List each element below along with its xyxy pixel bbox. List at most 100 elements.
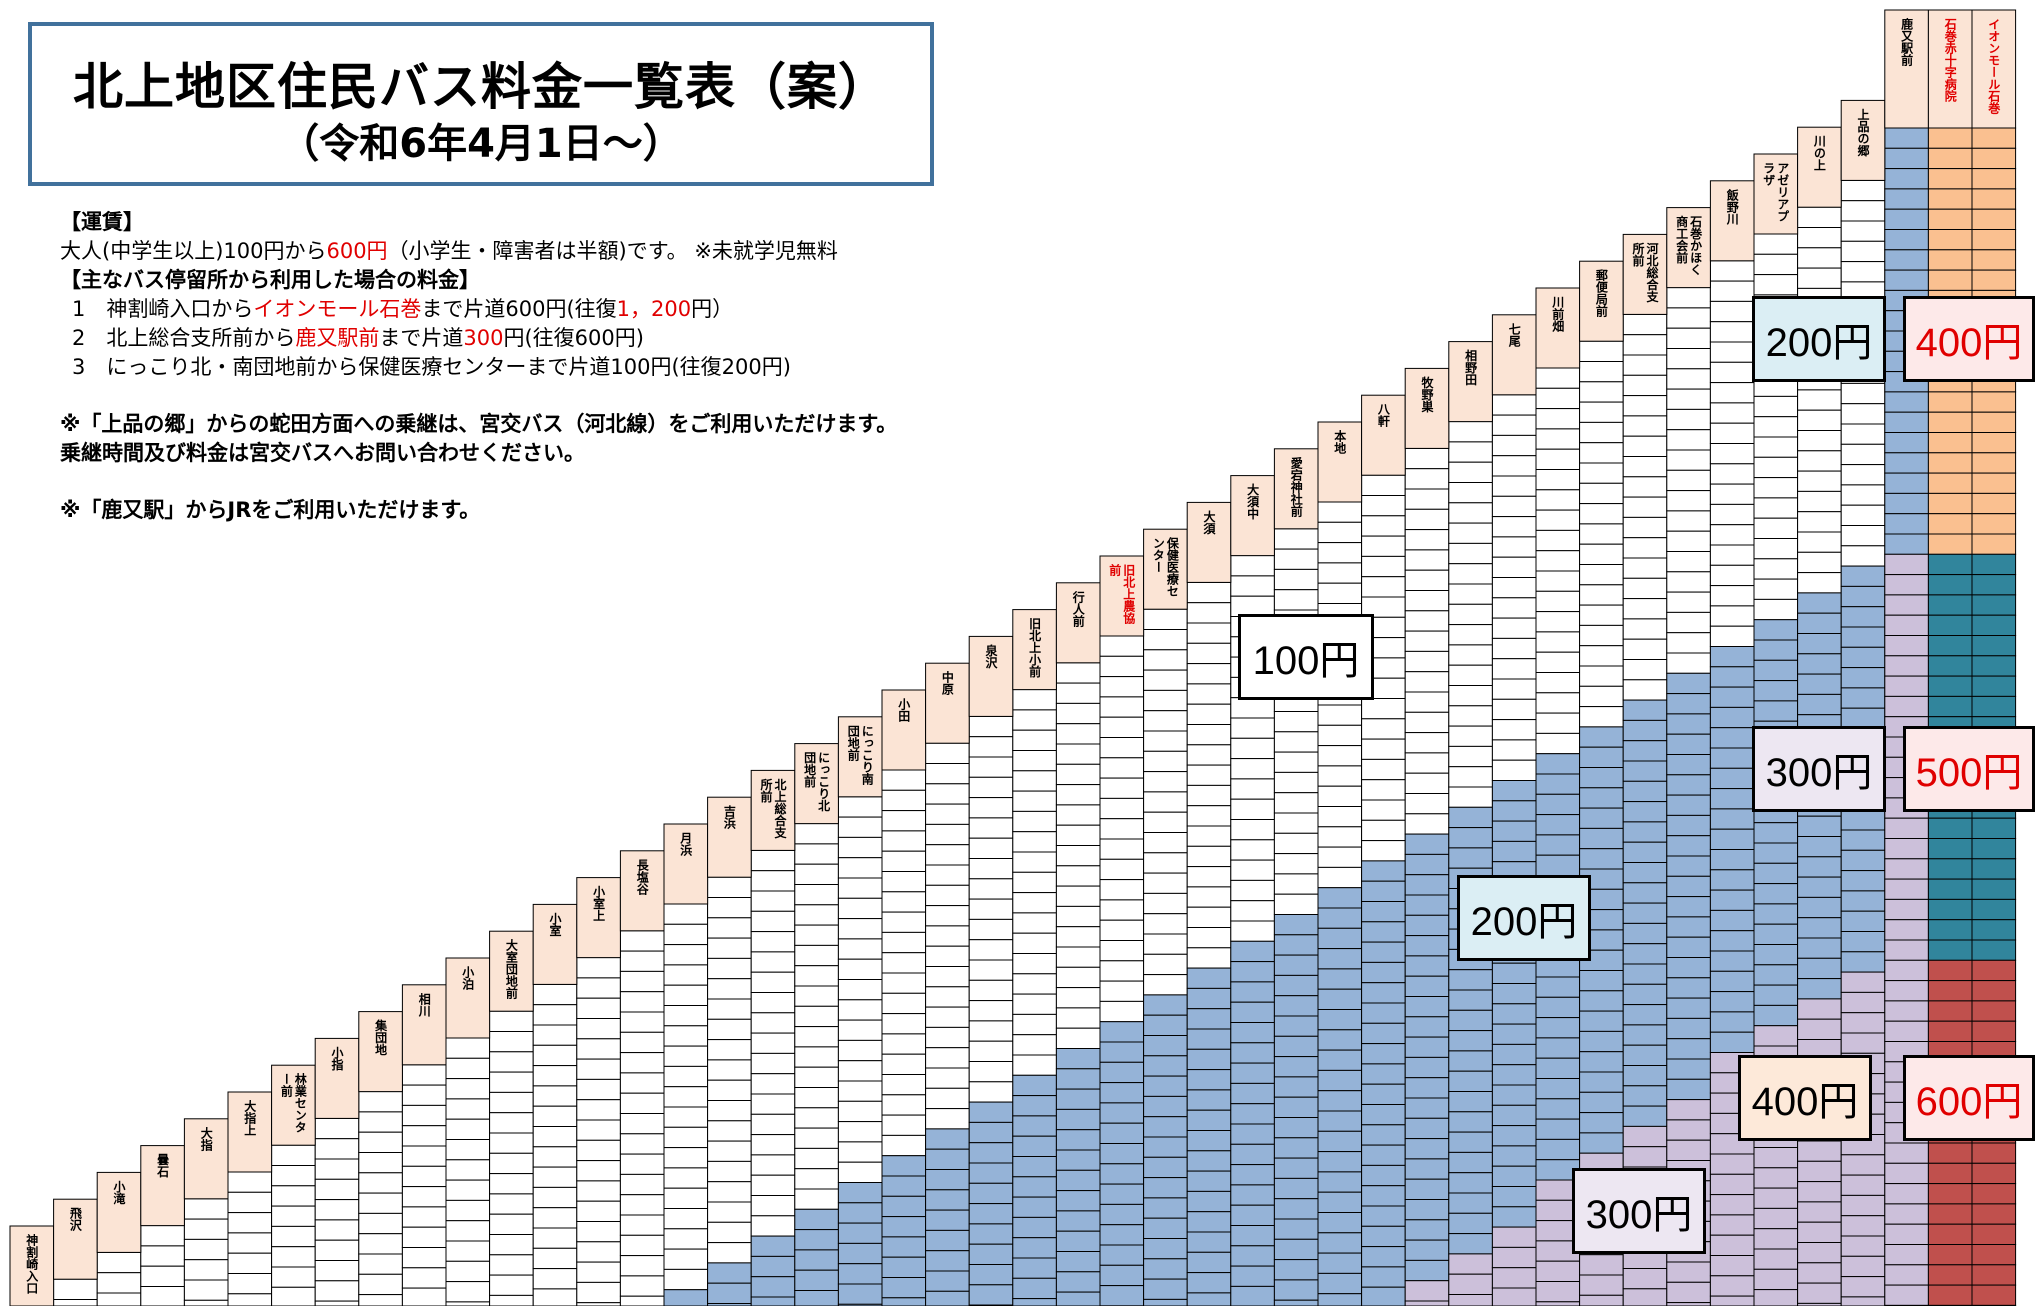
fare-cell bbox=[1971, 675, 2017, 697]
fare-cell bbox=[1666, 1302, 1711, 1306]
fare-cell bbox=[1622, 476, 1668, 498]
fare-cell bbox=[837, 1283, 883, 1305]
fare-cell bbox=[1622, 943, 1668, 965]
fare-cell bbox=[1491, 1084, 1537, 1106]
fare-zone-label: 200円 bbox=[1457, 875, 1591, 961]
fare-cell bbox=[881, 789, 927, 812]
fare-cell bbox=[1666, 571, 1711, 593]
fare-cell bbox=[1622, 1024, 1668, 1046]
fare-cell bbox=[1579, 523, 1624, 545]
fare-cell bbox=[1186, 1109, 1232, 1131]
fare-cell bbox=[1361, 1063, 1406, 1085]
stop-header-cell bbox=[707, 796, 752, 878]
fare-cell bbox=[1404, 752, 1450, 774]
fare-cell bbox=[1230, 1245, 1275, 1267]
fare-cell bbox=[1143, 1298, 1188, 1306]
fare-cell bbox=[750, 1032, 796, 1054]
fare-cell bbox=[1666, 754, 1711, 776]
fare-cell bbox=[1361, 1144, 1406, 1166]
fare-cell bbox=[1753, 477, 1799, 499]
fare-cell bbox=[794, 1107, 839, 1129]
fare-cell bbox=[1491, 780, 1537, 802]
fare-cell bbox=[1622, 801, 1668, 823]
fare-cell bbox=[1535, 1078, 1581, 1100]
fare-cell bbox=[1099, 980, 1145, 1002]
fare-cell bbox=[1927, 452, 1973, 474]
fare-cell bbox=[1971, 472, 2017, 494]
fare-cell bbox=[707, 897, 752, 919]
fare-cell bbox=[837, 958, 883, 981]
fare-cell bbox=[1884, 959, 1929, 982]
stop-header-cell bbox=[53, 1198, 98, 1280]
fare-cell bbox=[968, 918, 1014, 941]
fare-cell bbox=[1230, 1225, 1275, 1247]
fare-cell bbox=[1099, 838, 1145, 860]
fare-cell bbox=[1709, 808, 1755, 830]
jr-note: ※「鹿又駅」からJRをご利用いただけます。 bbox=[60, 498, 481, 522]
fare-cell bbox=[1012, 912, 1057, 934]
fare-cell bbox=[1230, 555, 1275, 577]
fare-cell bbox=[1055, 1007, 1101, 1029]
fare-cell bbox=[1186, 866, 1232, 888]
fare-description: 大人(中学生以上)100円から600円（小学生・障害者は半額)です。 ※未就学児… bbox=[60, 237, 897, 266]
fare-cell bbox=[1143, 1035, 1188, 1057]
fare-cell bbox=[576, 1018, 621, 1040]
fare-cell bbox=[358, 1233, 403, 1255]
fare-cell bbox=[1622, 1085, 1668, 1107]
fare-cell bbox=[1927, 1244, 1973, 1266]
fare-cell bbox=[1186, 1008, 1232, 1030]
fare-cell bbox=[445, 1098, 491, 1120]
stop-name: 飛沢 bbox=[68, 1207, 82, 1232]
fare-cell bbox=[227, 1293, 273, 1306]
fare-cell bbox=[1404, 529, 1450, 551]
fare-cell bbox=[925, 1087, 970, 1110]
fare-cell bbox=[1143, 629, 1188, 651]
fare-cell bbox=[1186, 1130, 1232, 1152]
stop-name: 大須 bbox=[1202, 509, 1216, 535]
fare-cell bbox=[1927, 553, 1973, 576]
fare-cell bbox=[1055, 987, 1101, 1009]
fare-cell bbox=[1535, 672, 1581, 694]
fare-cell bbox=[707, 1079, 752, 1101]
stop-name: イオンモール石巻 bbox=[1987, 18, 2001, 115]
fare-cell bbox=[837, 877, 883, 899]
page-title: 北上地区住民バス料金一覧表（案） bbox=[73, 58, 889, 116]
fare-cell bbox=[794, 884, 839, 906]
fare-cell bbox=[1797, 1242, 1842, 1264]
fare-cell bbox=[445, 1240, 491, 1262]
fare-cell bbox=[401, 1186, 447, 1208]
fare-cell bbox=[1143, 1136, 1188, 1158]
fare-cell bbox=[576, 997, 621, 1020]
fare-cell bbox=[1927, 1000, 1973, 1022]
fare-cell bbox=[1753, 1289, 1799, 1306]
fare-cell bbox=[1579, 1091, 1624, 1114]
fare-cell bbox=[1012, 871, 1057, 894]
fare-cell bbox=[968, 1081, 1014, 1103]
fare-cell bbox=[1666, 408, 1711, 431]
example-highlight: 鹿又駅前 bbox=[295, 326, 380, 350]
fare-cell bbox=[968, 1020, 1014, 1042]
fare-cell bbox=[794, 843, 839, 865]
fare-cell bbox=[1709, 544, 1755, 566]
fare-cell bbox=[1448, 1192, 1493, 1214]
fare-cell bbox=[1186, 1150, 1232, 1172]
fare-cell bbox=[532, 1186, 578, 1209]
fare-cell bbox=[1055, 1149, 1101, 1171]
fare-cell bbox=[1230, 1204, 1275, 1226]
stop-header-cell bbox=[445, 957, 491, 1039]
stop-header-cell bbox=[358, 1011, 403, 1093]
fare-cell bbox=[794, 1026, 839, 1048]
fare-cell bbox=[1404, 935, 1450, 957]
fare-cell bbox=[1709, 1173, 1755, 1196]
fare-cell bbox=[1186, 581, 1232, 604]
stop-header-cell bbox=[968, 635, 1014, 717]
fare-cell bbox=[794, 1249, 839, 1271]
fare-cell bbox=[707, 917, 752, 939]
fare-cell bbox=[1055, 723, 1101, 745]
fare-cell bbox=[1622, 699, 1668, 721]
fare-cell bbox=[1709, 1295, 1755, 1306]
fare-cell bbox=[1797, 998, 1842, 1020]
fare-cell bbox=[1535, 367, 1581, 389]
fare-cell bbox=[1927, 817, 1973, 840]
main-stops-heading: 【主なバス停留所から利用した場合の料金】 bbox=[60, 268, 480, 292]
